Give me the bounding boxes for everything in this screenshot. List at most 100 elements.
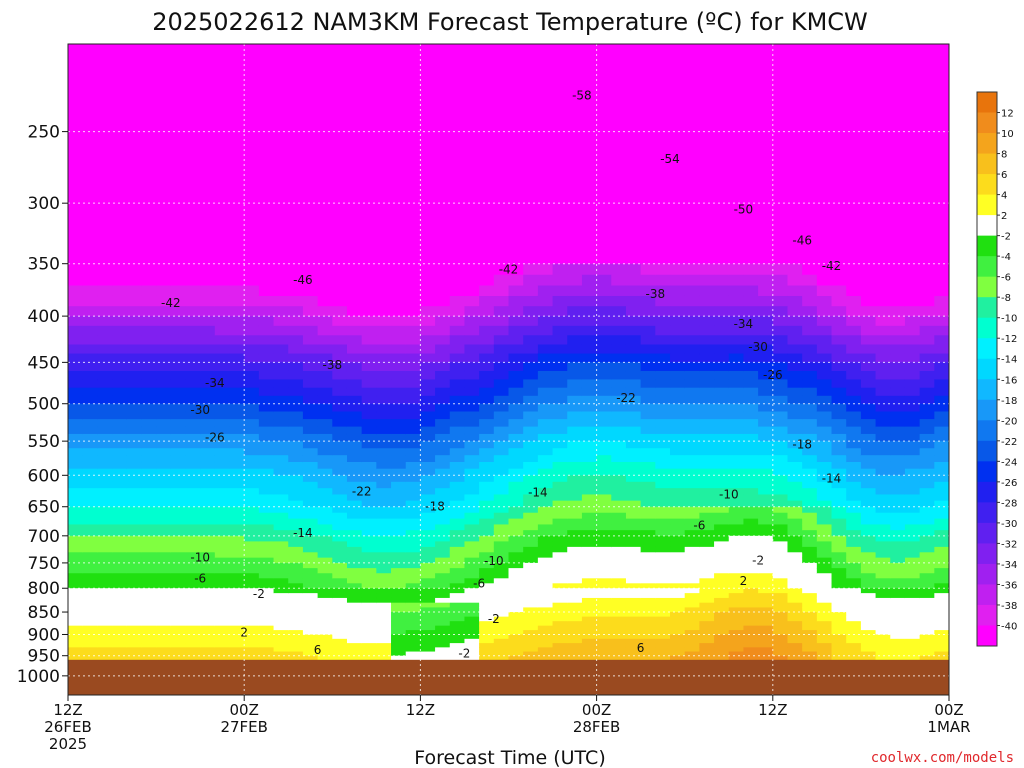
heat-cell [772, 506, 789, 514]
heat-cell [728, 562, 745, 569]
heat-cell [156, 161, 172, 177]
heat-cell [904, 353, 921, 363]
heat-cell [537, 316, 554, 327]
heat-cell [640, 481, 656, 489]
heat-cell [890, 488, 906, 496]
heat-cell [420, 81, 436, 100]
heat-cell [611, 203, 627, 217]
heat-cell [831, 616, 847, 622]
heat-cell [449, 411, 466, 420]
heat-cell [493, 353, 510, 363]
heat-cell [229, 621, 245, 627]
heat-cell [816, 593, 833, 599]
heat-cell [493, 612, 510, 618]
heat-cell [860, 583, 877, 589]
heat-cell [611, 44, 627, 64]
heat-cell [464, 176, 480, 191]
heat-cell [346, 263, 363, 276]
heat-cell [611, 593, 627, 599]
heat-cell [200, 612, 216, 618]
heat-cell [435, 316, 451, 327]
heat-cell [126, 335, 143, 346]
heat-cell [141, 530, 157, 537]
heat-cell [479, 189, 495, 204]
heat-cell [567, 147, 583, 163]
heat-cell [846, 546, 862, 553]
heat-cell [126, 379, 143, 389]
heat-cell [919, 353, 935, 363]
heat-cell [758, 602, 774, 608]
heat-cell [758, 335, 774, 346]
heat-cell [332, 612, 348, 618]
heat-cell [405, 621, 421, 627]
heat-cell [508, 512, 524, 520]
heat-cell [68, 530, 84, 537]
heat-cell [493, 621, 510, 627]
heat-cell [244, 518, 260, 526]
heat-cell [846, 455, 862, 463]
heat-cell [772, 647, 789, 653]
heat-cell [126, 316, 143, 327]
heat-cell [684, 552, 700, 559]
heat-cell [82, 638, 98, 644]
heat-cell [860, 621, 877, 627]
heat-cell [346, 512, 363, 520]
heat-cell [112, 573, 128, 579]
heat-cell [802, 475, 818, 483]
heat-cell [112, 616, 128, 622]
heat-cell [405, 203, 421, 217]
heat-cell [890, 240, 906, 253]
heat-cell [449, 387, 466, 397]
heat-cell [596, 535, 612, 542]
heat-cell [860, 176, 877, 191]
heat-cell [156, 461, 172, 470]
heat-cell [655, 597, 671, 604]
heat-cell [214, 115, 231, 133]
heat-cell [273, 395, 289, 405]
heat-cell [273, 535, 289, 542]
heat-cell [831, 541, 847, 548]
heat-cell [890, 518, 906, 526]
heat-cell [288, 147, 304, 163]
heat-cell [317, 274, 333, 287]
heat-cell [758, 573, 774, 579]
heat-cell [200, 189, 216, 204]
heat-cell [420, 546, 436, 553]
heat-cell [743, 441, 759, 449]
heat-cell [758, 147, 774, 163]
heat-cell [361, 44, 377, 64]
heat-cell [449, 335, 466, 346]
heat-cell [537, 285, 554, 297]
heat-cell [435, 44, 451, 64]
heat-cell [684, 426, 700, 435]
heat-cell [126, 252, 143, 265]
heat-cell [214, 630, 231, 636]
heat-cell [508, 578, 524, 584]
heat-cell [68, 176, 84, 191]
heat-cell [772, 433, 789, 442]
heat-cell [816, 578, 833, 584]
heat-cell [596, 426, 612, 435]
heat-cell [802, 546, 818, 553]
heat-cell [670, 147, 686, 163]
heat-cell [449, 63, 466, 83]
heat-cell [126, 306, 143, 317]
heat-cell [317, 306, 333, 317]
heat-cell [552, 506, 568, 514]
heat-cell [420, 306, 436, 317]
heat-cell [68, 426, 84, 435]
heat-cell [229, 448, 245, 456]
heat-cell [185, 131, 201, 148]
heat-cell [302, 638, 319, 644]
heat-cell [229, 285, 245, 297]
heat-cell [361, 353, 377, 363]
heat-cell [670, 370, 686, 381]
heat-cell [493, 616, 510, 622]
heat-cell [449, 475, 466, 483]
heat-cell [317, 588, 333, 594]
heat-cell [699, 403, 715, 413]
heat-cell [758, 616, 774, 622]
heat-cell [728, 578, 745, 584]
heat-cell [625, 131, 642, 148]
heat-cell [288, 63, 304, 83]
